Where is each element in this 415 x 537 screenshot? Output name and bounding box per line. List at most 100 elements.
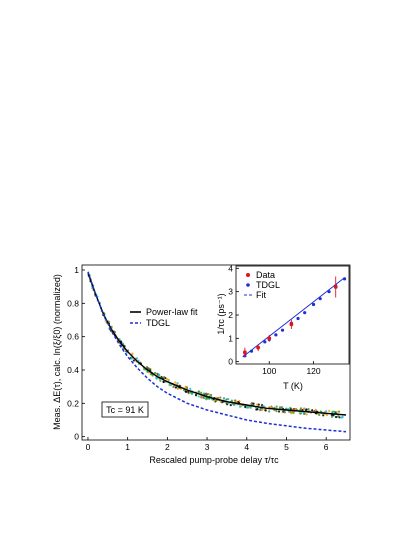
main-data-point bbox=[222, 397, 226, 400]
inset-legend: Data TDGL Fit bbox=[244, 270, 280, 300]
main-data-point bbox=[229, 403, 232, 407]
main-data-point bbox=[174, 386, 177, 389]
main-data-point bbox=[162, 380, 165, 383]
main-data-point bbox=[234, 399, 237, 402]
inset-y-tick-label: 0 bbox=[228, 357, 233, 367]
main-data-point bbox=[194, 394, 198, 397]
main-data-point bbox=[157, 373, 160, 376]
main-y-tick-label: 0.4 bbox=[67, 365, 79, 375]
main-y-tick-label: 0.6 bbox=[67, 332, 79, 342]
main-data-point bbox=[159, 379, 162, 382]
main-data-point bbox=[185, 386, 188, 390]
main-data-point bbox=[299, 407, 303, 410]
inset-tdgl-point bbox=[274, 333, 278, 337]
inset-legend-data-marker bbox=[246, 273, 250, 277]
main-data-point bbox=[257, 403, 260, 406]
main-data-point bbox=[174, 381, 177, 384]
main-x-tick-label: 0 bbox=[86, 442, 91, 452]
inset-x-tick-label: 120 bbox=[306, 366, 320, 376]
main-data-point bbox=[163, 376, 166, 379]
main-data-point bbox=[147, 367, 151, 370]
main-data-point bbox=[334, 415, 338, 419]
main-data-point bbox=[230, 399, 233, 402]
main-data-point bbox=[331, 410, 335, 413]
inset-tdgl-point bbox=[327, 290, 331, 294]
inset-y-tick-label: 4 bbox=[228, 263, 233, 273]
main-data-point bbox=[189, 387, 192, 390]
main-data-point bbox=[275, 405, 278, 408]
main-data-point bbox=[256, 403, 259, 406]
inset-x-axis-label: T (K) bbox=[283, 381, 303, 391]
main-data-point bbox=[191, 392, 194, 395]
main-data-point bbox=[143, 368, 146, 371]
main-data-point bbox=[311, 409, 314, 412]
inset-data-point bbox=[333, 285, 338, 289]
main-x-tick-label: 4 bbox=[244, 442, 249, 452]
main-data-point bbox=[227, 397, 230, 401]
main-data-point bbox=[197, 390, 200, 393]
main-y-axis-label: Meas. ΔE(τ), calc. ln(ξ/ξ0) (normalized) bbox=[52, 274, 62, 430]
main-x-tick-label: 6 bbox=[324, 442, 329, 452]
main-data-point bbox=[197, 395, 200, 398]
main-data-point bbox=[205, 396, 208, 400]
main-data-point bbox=[155, 377, 158, 380]
main-x-tick-label: 2 bbox=[165, 442, 170, 452]
inset-fit-line bbox=[242, 277, 345, 358]
main-data-point bbox=[278, 406, 282, 409]
main-data-point bbox=[246, 406, 249, 409]
main-data-point bbox=[328, 409, 331, 412]
inset-data-points bbox=[242, 276, 347, 358]
main-data-point bbox=[205, 392, 208, 396]
inset-y-tick-label: 1 bbox=[228, 333, 233, 343]
main-data-point bbox=[264, 409, 267, 412]
main-y-tick-label: 0.8 bbox=[67, 298, 79, 308]
main-data-point bbox=[307, 408, 310, 411]
inset-tdgl-point bbox=[342, 277, 347, 281]
main-data-point bbox=[305, 413, 308, 416]
main-x-tick-label: 3 bbox=[205, 442, 210, 452]
main-data-point bbox=[318, 413, 321, 417]
main-y-tick-label: 0.2 bbox=[67, 398, 79, 408]
inset-legend-data-label: Data bbox=[256, 270, 275, 280]
main-data-point bbox=[256, 408, 259, 411]
tc-annotation: Tc = 91 K bbox=[101, 401, 149, 418]
main-data-point bbox=[259, 409, 262, 412]
inset-y-axis-label: 1/τc (ps⁻¹) bbox=[216, 293, 226, 334]
main-data-point bbox=[292, 411, 295, 414]
main-data-point bbox=[260, 408, 264, 412]
inset-y-tick-label: 3 bbox=[228, 287, 233, 297]
main-data-point bbox=[290, 412, 293, 415]
inset-tdgl-point bbox=[318, 297, 322, 301]
tc-annotation-box bbox=[101, 401, 149, 418]
main-data-point bbox=[238, 405, 242, 408]
inset-tdgl-point bbox=[280, 328, 285, 332]
main-data-point bbox=[132, 359, 135, 362]
main-data-point bbox=[280, 406, 283, 409]
inset-y-tick-label: 2 bbox=[228, 310, 233, 320]
inset-tdgl-point bbox=[249, 349, 254, 353]
legend-tdgl-label: TDGL bbox=[146, 318, 170, 328]
main-data-point bbox=[202, 392, 206, 395]
main-data-point bbox=[252, 402, 255, 405]
main-data-point bbox=[151, 374, 154, 377]
legend-power-law-label: Power-law fit bbox=[146, 307, 198, 317]
main-data-point bbox=[314, 408, 317, 411]
main-data-point bbox=[325, 413, 329, 417]
main-data-point bbox=[220, 400, 223, 404]
main-data-point bbox=[268, 410, 271, 413]
main-data-point bbox=[213, 399, 216, 403]
main-data-point bbox=[305, 408, 308, 411]
main-data-point bbox=[302, 407, 306, 410]
main-data-point bbox=[277, 410, 281, 413]
main-data-point bbox=[184, 390, 187, 393]
inset-data-point bbox=[256, 345, 261, 350]
main-data-point bbox=[337, 410, 341, 413]
main-y-tick-label: 0 bbox=[74, 432, 79, 442]
tdgl-curve bbox=[87, 271, 347, 433]
inset-tdgl-point bbox=[296, 316, 300, 321]
inset-data-point bbox=[267, 336, 272, 341]
main-data-point bbox=[169, 384, 173, 387]
inset-legend-tdgl-label: TDGL bbox=[256, 280, 280, 290]
inset-tdgl-point bbox=[311, 302, 316, 307]
